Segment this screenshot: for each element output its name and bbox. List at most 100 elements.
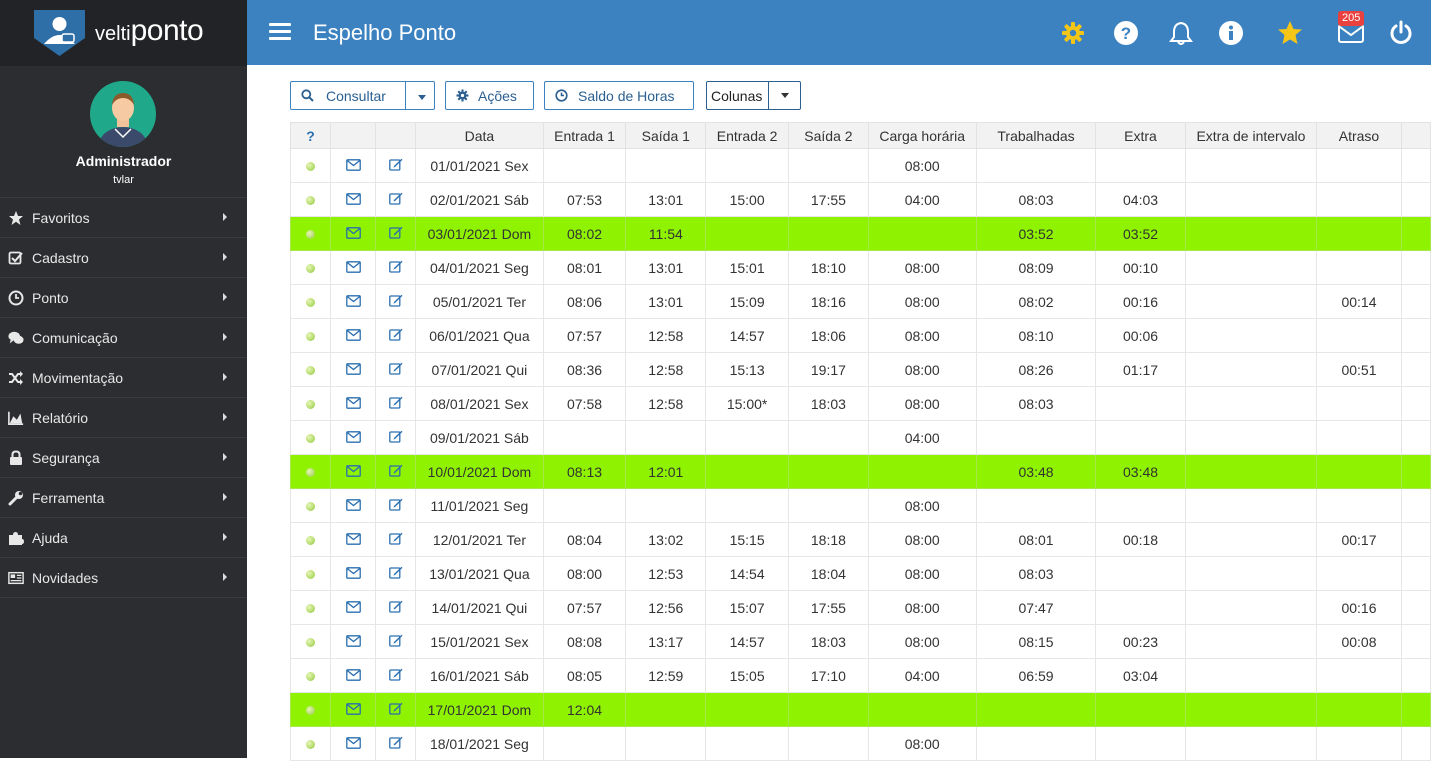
edit-icon[interactable] [388,668,403,684]
edit-cell[interactable] [375,556,417,591]
mail-icon[interactable] [345,396,361,412]
help-column-header[interactable]: ? [289,122,332,149]
edit-cell[interactable] [375,318,417,353]
mail-icon[interactable] [345,702,361,718]
mail-cell[interactable] [330,556,377,591]
table-row[interactable]: 03/01/2021 Dom 08:02 11:54 03:52 03:52 [289,216,1431,251]
table-row[interactable]: 16/01/2021 Sáb 08:05 12:59 15:05 17:10 04:00 0… [289,658,1431,693]
table-row[interactable]: 13/01/2021 Qua 08:00 12:53 14:54 18:04 08:00 0… [289,556,1431,591]
edit-cell[interactable] [375,624,417,659]
edit-cell[interactable] [375,658,417,693]
edit-cell[interactable] [375,726,417,761]
mail-icon[interactable] [345,498,361,514]
column-header[interactable]: Extra de intervalo [1184,122,1318,149]
edit-icon[interactable] [388,226,403,242]
edit-icon[interactable] [388,634,403,650]
mail-cell[interactable] [330,590,377,625]
star-favorite-icon[interactable] [1276,19,1304,47]
edit-icon[interactable] [388,294,403,310]
mail-icon[interactable] [345,260,361,276]
edit-cell[interactable] [375,148,417,183]
edit-cell[interactable] [375,420,417,455]
mail-cell[interactable] [330,692,377,727]
mail-icon[interactable] [345,668,361,684]
column-header[interactable]: Saída 1 [625,122,707,149]
mail-cell[interactable] [330,454,377,489]
power-icon[interactable] [1387,19,1415,47]
column-header[interactable]: Extra [1095,122,1186,149]
table-row[interactable]: 14/01/2021 Qui 07:57 12:56 15:07 17:55 08:00 0… [289,590,1431,625]
edit-cell[interactable] [375,216,417,251]
column-header[interactable]: Atraso [1316,122,1402,149]
edit-cell[interactable] [375,284,417,319]
sidebar-item-cadastro[interactable]: Cadastro [0,238,247,278]
edit-cell[interactable] [375,692,417,727]
colunas-button[interactable]: Colunas [706,81,801,110]
mail-icon[interactable] [345,158,361,174]
mail-icon[interactable] [345,736,361,752]
table-row[interactable]: 07/01/2021 Qui 08:36 12:58 15:13 19:17 08:00 0… [289,352,1431,387]
edit-icon[interactable] [388,158,403,174]
sidebar-item-ajuda[interactable]: Ajuda [0,518,247,558]
consultar-dropdown-icon[interactable] [418,95,426,100]
sidebar-item-movimentacao[interactable]: Movimentação [0,358,247,398]
table-row[interactable]: 06/01/2021 Qua 07:57 12:58 14:57 18:06 08:00 0… [289,318,1431,353]
mail-cell[interactable] [330,658,377,693]
mail-icon[interactable] [345,532,361,548]
mail-icon[interactable] [345,464,361,480]
consultar-button[interactable]: Consultar [290,81,435,110]
gear-icon[interactable] [1059,19,1087,47]
sidebar-item-seguranca[interactable]: Segurança [0,438,247,478]
mail-cell[interactable] [330,284,377,319]
table-row[interactable]: 01/01/2021 Sex 08:00 [289,148,1431,183]
mail-icon[interactable] [345,430,361,446]
edit-icon[interactable] [388,260,403,276]
edit-cell[interactable] [375,454,417,489]
edit-cell[interactable] [375,590,417,625]
mail-icon[interactable] [345,362,361,378]
edit-icon[interactable] [388,532,403,548]
colunas-dropdown-icon[interactable] [781,93,789,98]
edit-cell[interactable] [375,522,417,557]
mail-cell[interactable] [330,148,377,183]
acoes-button[interactable]: Ações [445,81,534,110]
table-row[interactable]: 08/01/2021 Sex 07:58 12:58 15:00* 18:03 08:00… [289,386,1431,421]
table-row[interactable]: 05/01/2021 Ter 08:06 13:01 15:09 18:16 08:00 0… [289,284,1431,319]
mail-icon[interactable] [345,226,361,242]
table-row[interactable]: 17/01/2021 Dom 12:04 [289,692,1431,727]
edit-icon[interactable] [388,464,403,480]
edit-icon[interactable] [388,430,403,446]
mail-cell[interactable] [330,386,377,421]
mail-icon[interactable] [345,600,361,616]
mail-icon[interactable] [345,566,361,582]
table-row[interactable]: 09/01/2021 Sáb 04:00 [289,420,1431,455]
column-header[interactable]: Entrada 2 [705,122,790,149]
info-icon[interactable] [1217,19,1245,47]
table-row[interactable]: 10/01/2021 Dom 08:13 12:01 03:48 03:48 [289,454,1431,489]
mail-cell[interactable] [330,216,377,251]
edit-cell[interactable] [375,182,417,217]
help-question-icon[interactable]: ? [306,127,315,144]
table-row[interactable]: 04/01/2021 Seg 08:01 13:01 15:01 18:10 08:00 0… [289,250,1431,285]
mail-cell[interactable] [330,488,377,523]
help-icon[interactable]: ? [1112,19,1140,47]
mail-icon[interactable] [345,192,361,208]
table-row[interactable]: 18/01/2021 Seg 08:00 [289,726,1431,761]
edit-cell[interactable] [375,488,417,523]
edit-icon[interactable] [388,396,403,412]
sidebar-item-ferramenta[interactable]: Ferramenta [0,478,247,518]
table-row[interactable]: 02/01/2021 Sáb 07:53 13:01 15:00 17:55 04:00 0… [289,182,1431,217]
edit-cell[interactable] [375,250,417,285]
table-row[interactable]: 12/01/2021 Ter 08:04 13:02 15:15 18:18 08:00 0… [289,522,1431,557]
column-header[interactable]: Carga horária [867,122,977,149]
edit-icon[interactable] [388,192,403,208]
sidebar-item-favoritos[interactable]: Favoritos [0,198,247,238]
mail-cell[interactable] [330,352,377,387]
mail-icon[interactable] [345,294,361,310]
hamburger-menu-icon[interactable] [269,23,291,41]
edit-icon[interactable] [388,702,403,718]
edit-icon[interactable] [388,600,403,616]
sidebar-item-ponto[interactable]: Ponto [0,278,247,318]
edit-cell[interactable] [375,386,417,421]
edit-icon[interactable] [388,362,403,378]
